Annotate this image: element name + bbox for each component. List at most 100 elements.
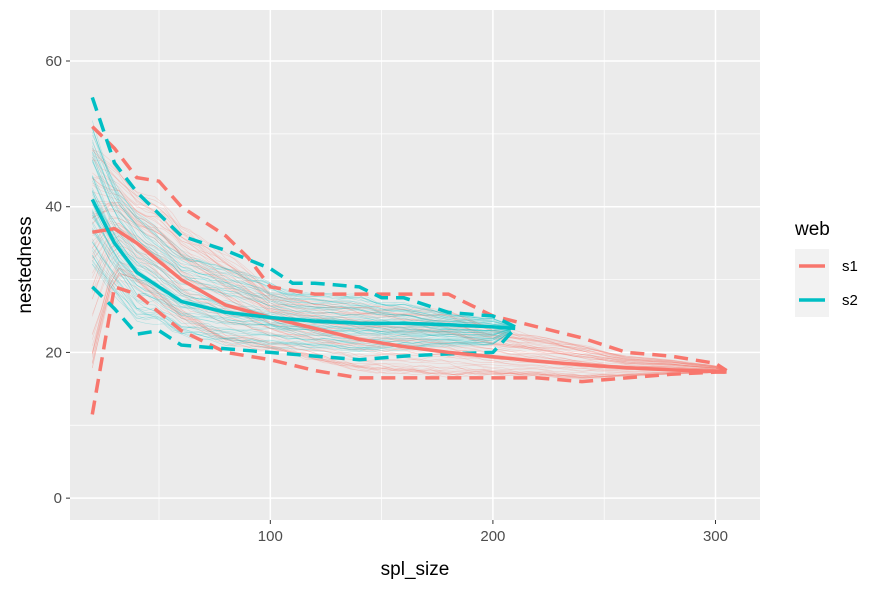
sample-line-s1 <box>92 204 725 372</box>
sample-line-s1 <box>92 155 725 371</box>
sample-line-s2 <box>92 264 511 354</box>
sample-line-s2 <box>92 214 511 337</box>
sample-line-s2 <box>92 215 511 336</box>
sample-line-s2 <box>92 120 511 326</box>
sample-line-s2 <box>92 176 511 329</box>
sample-line-s2 <box>92 232 511 341</box>
sample-line-s1 <box>92 260 725 377</box>
sample-line-s1 <box>92 274 725 379</box>
sample-line-s2 <box>92 255 511 349</box>
sample-line-s1 <box>92 215 725 372</box>
sample-line-s1 <box>92 272 725 379</box>
y-tick-label: 0 <box>54 490 62 507</box>
sample-line-s1 <box>92 208 725 372</box>
major-gridlines <box>70 10 760 520</box>
sample-line-s1 <box>92 222 725 372</box>
sample-line-s1 <box>92 175 725 371</box>
sample-line-s1 <box>92 247 725 372</box>
sample-line-s2 <box>92 159 511 328</box>
sample-line-s2 <box>92 221 511 337</box>
upper-bound-line-s2 <box>90 96 516 329</box>
sample-line-s2 <box>92 223 511 339</box>
sample-line-s1 <box>92 268 725 377</box>
sample-line-s1 <box>92 177 725 371</box>
x-tick-label: 100 <box>258 528 283 545</box>
sample-line-s2 <box>92 231 511 339</box>
sample-line-s1 <box>92 198 725 371</box>
sample-line-s2 <box>92 128 511 327</box>
sample-line-s2 <box>92 192 511 332</box>
sample-line-s2 <box>92 151 511 327</box>
sample-line-s1 <box>92 267 725 377</box>
sample-line-s2 <box>92 139 511 327</box>
y-tick-label: 60 <box>45 53 62 70</box>
axis-ticks: 100 200 300 0 20 40 60 <box>45 53 728 545</box>
sample-line-s1 <box>92 201 725 372</box>
sample-line-s2 <box>92 145 511 327</box>
mean-line-s2 <box>90 198 516 331</box>
sample-line-s2 <box>92 153 511 328</box>
sample-line-s2 <box>92 142 511 327</box>
x-tick-label: 200 <box>480 528 505 545</box>
plot-layer <box>90 96 728 415</box>
sample-line-s1 <box>92 217 725 372</box>
y-tick-label: 20 <box>45 344 62 361</box>
legend-title: web <box>794 219 830 240</box>
legend-label-s1: s1 <box>842 258 858 275</box>
sample-line-s1 <box>92 177 725 371</box>
sample-line-s2 <box>92 148 511 327</box>
sample-line-s1 <box>92 202 725 372</box>
mean-line-s1 <box>92 226 727 374</box>
sample-line-s1 <box>92 172 725 371</box>
sample-line-s2 <box>92 191 511 332</box>
lower-bound-line-s1 <box>90 284 727 415</box>
sample-line-s2 <box>92 176 511 329</box>
sample-line-s1 <box>92 274 725 378</box>
y-axis-title: nestedness <box>15 216 36 313</box>
sample-line-s2 <box>92 261 511 349</box>
x-tick-label: 300 <box>703 528 728 545</box>
sample-line-s1 <box>92 263 725 376</box>
summary-lines <box>90 96 728 415</box>
sample-line-s2 <box>92 126 511 327</box>
sample-line-s1 <box>92 204 725 371</box>
sample-line-s1 <box>92 275 725 378</box>
sample-line-s2 <box>92 190 511 331</box>
sample-line-s1 <box>92 279 725 380</box>
sample-line-s2 <box>92 128 511 327</box>
sample-line-s2 <box>92 242 511 344</box>
sample-line-s1 <box>92 182 725 371</box>
legend: web s1 s2 <box>794 219 858 317</box>
sample-line-s1 <box>92 210 725 372</box>
sample-line-s1 <box>92 207 725 372</box>
sample-line-s1 <box>92 177 725 371</box>
sample-line-s1 <box>92 149 725 371</box>
sample-line-s1 <box>92 262 725 375</box>
sample-line-s1 <box>92 272 725 377</box>
sample-line-s2 <box>92 134 511 327</box>
sample-line-s1 <box>92 272 725 378</box>
sample-line-s2 <box>92 250 511 349</box>
legend-label-s2: s2 <box>842 292 858 309</box>
sample-line-s2 <box>92 229 511 341</box>
sample-line-s1 <box>92 159 725 371</box>
sample-line-s1 <box>92 205 725 372</box>
plot-panel <box>70 10 760 520</box>
sample-line-s2 <box>92 227 511 340</box>
sample-line-s2 <box>92 263 511 350</box>
sample-line-s2 <box>92 211 511 336</box>
upper-bound-line-s1 <box>91 125 728 373</box>
sample-line-s1 <box>92 269 725 378</box>
sample-line-s1 <box>92 267 725 380</box>
sample-line-s2 <box>92 156 511 328</box>
minor-gridlines <box>70 10 760 520</box>
sample-line-s1 <box>92 184 725 371</box>
sample-line-s2 <box>92 254 511 351</box>
sample-line-s2 <box>92 228 511 339</box>
sample-line-s2 <box>92 151 511 327</box>
sample-line-s2 <box>92 132 511 326</box>
sample-line-s1 <box>92 267 725 379</box>
sample-line-s2 <box>92 210 511 335</box>
sample-line-s2 <box>92 241 511 344</box>
